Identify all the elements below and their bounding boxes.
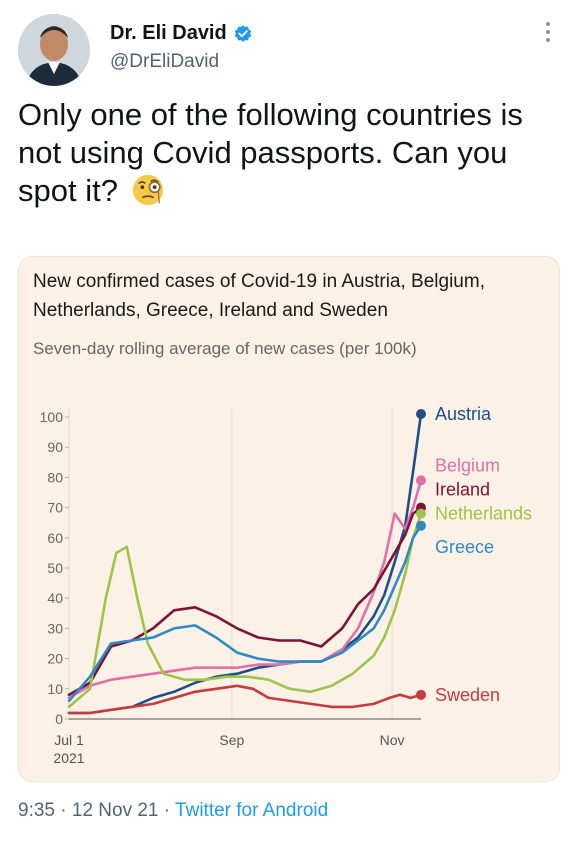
author-name[interactable]: Dr. Eli David — [110, 22, 227, 44]
series-end-dot-sweden — [416, 689, 426, 700]
separator-2: · — [163, 800, 171, 821]
name-row: Dr. Eli David — [110, 22, 253, 45]
y-tick-label-10: 10 — [47, 681, 63, 697]
series-end-dot-greece — [416, 520, 426, 531]
chart-card[interactable]: New confirmed cases of Covid-19 in Austr… — [18, 256, 560, 782]
series-line-greece — [67, 524, 423, 703]
tweet-source-link[interactable]: Twitter for Android — [175, 800, 329, 821]
y-tick-label-40: 40 — [47, 590, 63, 606]
avatar-photo-icon — [18, 14, 90, 86]
tweet-header: Dr. Eli David @DrEliDavid — [18, 14, 558, 86]
author-handle[interactable]: @DrEliDavid — [110, 51, 220, 72]
tweet-date[interactable]: 12 Nov 21 — [71, 800, 159, 821]
chart-title: New confirmed cases of Covid-19 in Austr… — [33, 271, 485, 321]
tweet-time[interactable]: 9:35 — [18, 800, 55, 821]
series-line-austria — [67, 412, 423, 715]
tweet-footer: 9:35 · 12 Nov 21 · Twitter for Android — [18, 800, 328, 822]
chart-subtitle: Seven-day rolling average of new cases (… — [33, 339, 417, 358]
series-line-sweden — [67, 684, 423, 715]
series-end-dot-belgium — [416, 475, 426, 486]
y-tick-label-30: 30 — [47, 620, 63, 636]
x-tick-label-1: Sep — [219, 732, 244, 748]
x-tick-label-0: Jul 1 — [54, 732, 84, 748]
separator-1: · — [60, 800, 67, 821]
y-tick-label-90: 90 — [47, 439, 63, 455]
y-tick-label-100: 100 — [40, 409, 64, 425]
series-label-austria: Austria — [435, 404, 492, 424]
series-label-greece: Greece — [435, 537, 494, 557]
series-line-netherlands — [67, 512, 423, 709]
covid-cases-chart: 0 10 20 30 40 50 60 70 80 90 100 Jul 1 2021 Sep Nov Aus… — [40, 404, 532, 766]
author-block[interactable]: Dr. Eli David @DrEliDavid — [110, 22, 253, 73]
series-line-belgium — [67, 479, 423, 700]
y-tick-label-20: 20 — [47, 651, 63, 667]
avatar[interactable] — [18, 14, 90, 86]
series-end-dot-austria — [416, 408, 426, 419]
series-line-ireland — [67, 506, 423, 697]
x-tick-label-2: Nov — [380, 732, 405, 748]
face-with-monocle-icon — [132, 174, 163, 206]
tweet-body: Only one of the following countries is n… — [18, 97, 523, 208]
y-tick-label-80: 80 — [47, 469, 63, 485]
y-tick-label-50: 50 — [47, 560, 63, 576]
verified-badge-icon — [234, 24, 251, 42]
series-label-sweden: Sweden — [435, 685, 500, 705]
tweet-text: Only one of the following countries is n… — [18, 96, 538, 210]
x-tick-sublabel-0: 2021 — [53, 750, 84, 766]
more-options-icon[interactable] — [544, 22, 552, 46]
y-tick-label-60: 60 — [47, 530, 63, 546]
series-label-netherlands: Netherlands — [435, 504, 532, 524]
y-tick-label-0: 0 — [55, 711, 63, 727]
series-label-ireland: Ireland — [435, 479, 490, 499]
y-tick-label-70: 70 — [47, 500, 63, 516]
series-end-dot-netherlands — [416, 508, 426, 519]
series-label-belgium: Belgium — [435, 455, 500, 475]
